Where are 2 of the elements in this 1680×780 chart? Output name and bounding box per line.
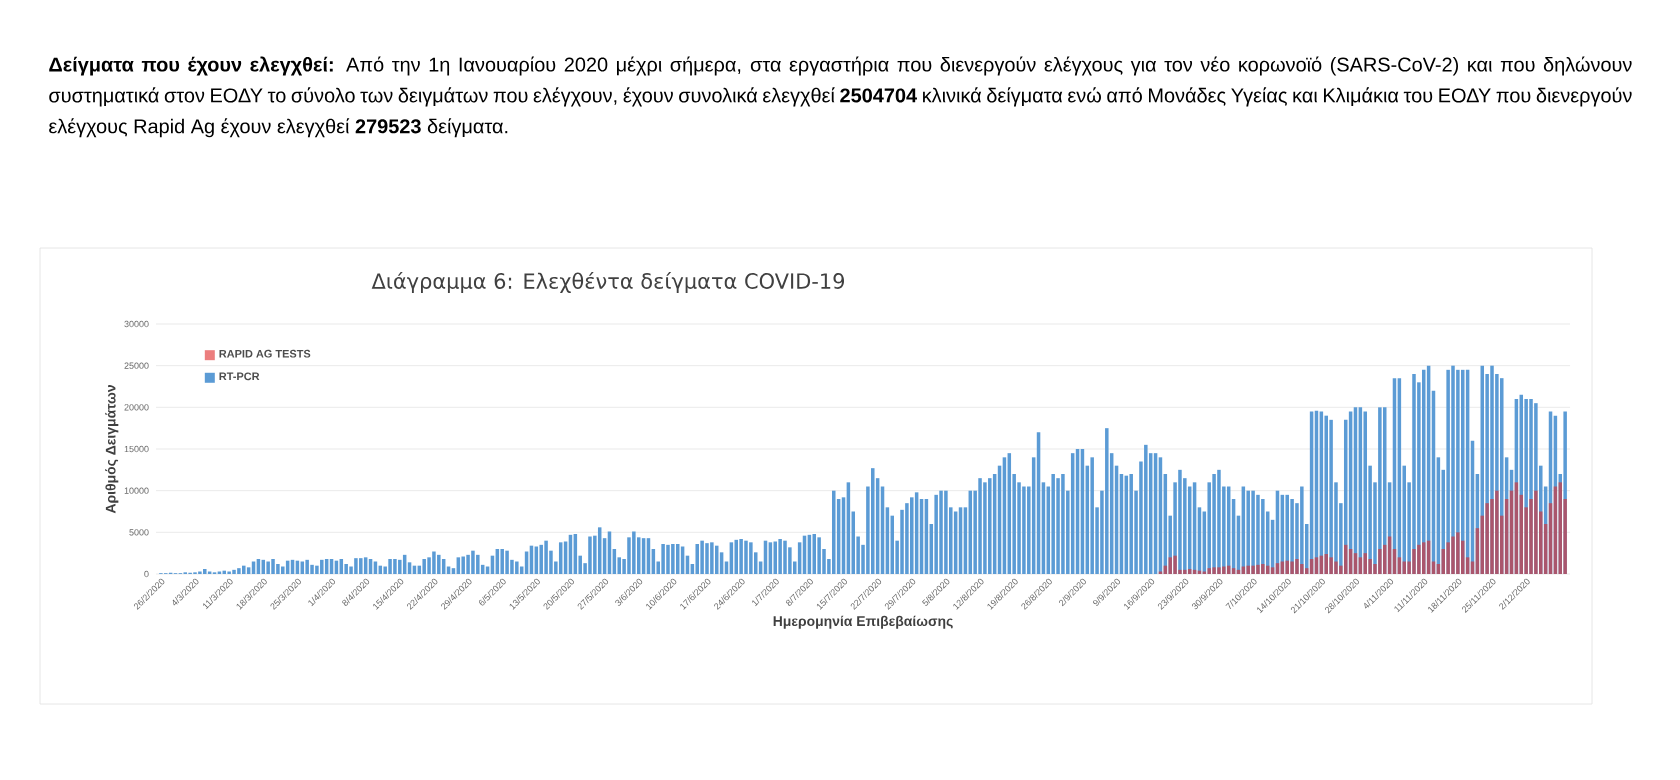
text: Δείγματα που έχουν ελεγχθεί: Από την 1η Ιανουαρίου 2020 μέχρι σήμερα, στα εργαστήρια που διενεργούν ελέγχους για τον νέο κορωνοϊό (SARS-CoV-2) και που δηλώνουν συστηματικά στον ΕΟΔΥ το σύνολο των δειγμάτων που ελέγχουν, έχουν συνολικά ελεγχθεί 2504704 κλινικά δείγματα ενώ από Μονάδες Υγείας και Κλιμάκια του ΕΟΔΥ που διενεργούν ελέγχους Rapid Ag έχουν ελεγχθεί 279523 δείγματα.	[49, 56, 1632, 138]
chart-title: Διάγραμμα 6: Ελεχθέντα δείγματα COVID-19	[371, 271, 845, 293]
